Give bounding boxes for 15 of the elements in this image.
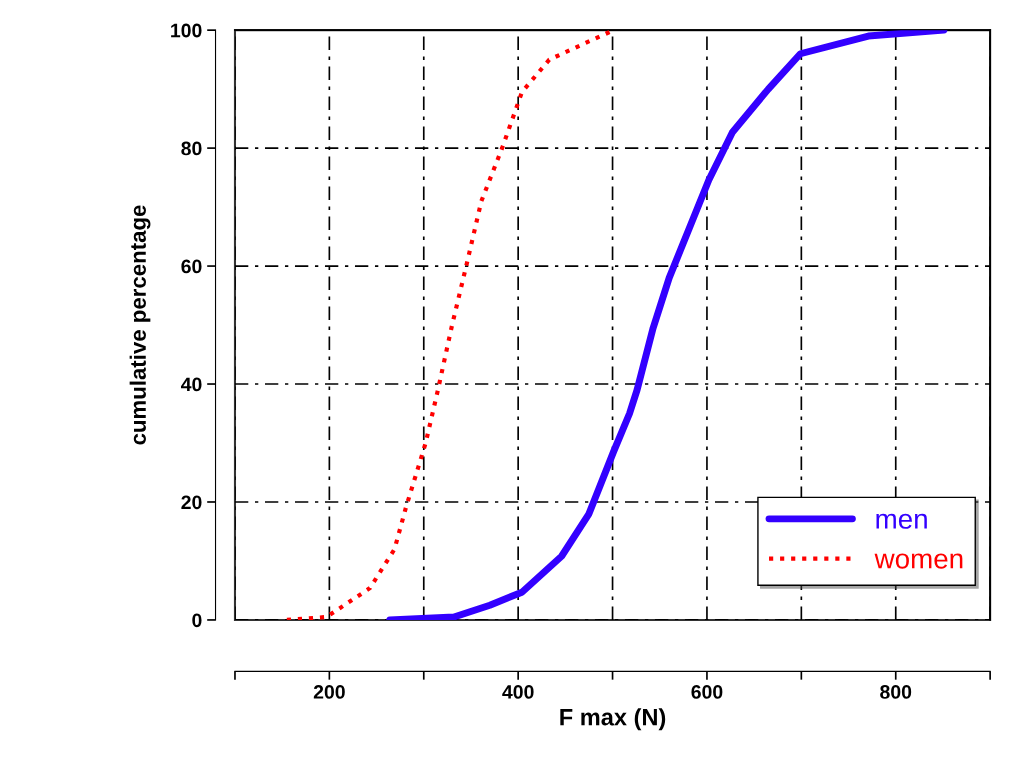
y-axis-title: cumulative percentage — [129, 205, 151, 445]
y-tick-label: 60 — [181, 259, 202, 274]
x-tick-label: 600 — [691, 685, 723, 699]
y-tick-label: 80 — [181, 141, 202, 156]
x-axis-title: F max (N) — [560, 708, 666, 731]
legend-label: women — [874, 553, 963, 569]
x-tick-label: 800 — [880, 685, 912, 699]
legend-label: men — [876, 513, 927, 529]
y-tick-label: 100 — [171, 23, 202, 38]
y-tick-label: 20 — [181, 495, 202, 510]
x-tick-label: 400 — [502, 685, 534, 699]
line-series — [284, 30, 612, 620]
y-tick-label: 0 — [192, 613, 202, 628]
y-tick-label: 40 — [181, 377, 202, 392]
x-tick-label: 200 — [313, 685, 345, 699]
